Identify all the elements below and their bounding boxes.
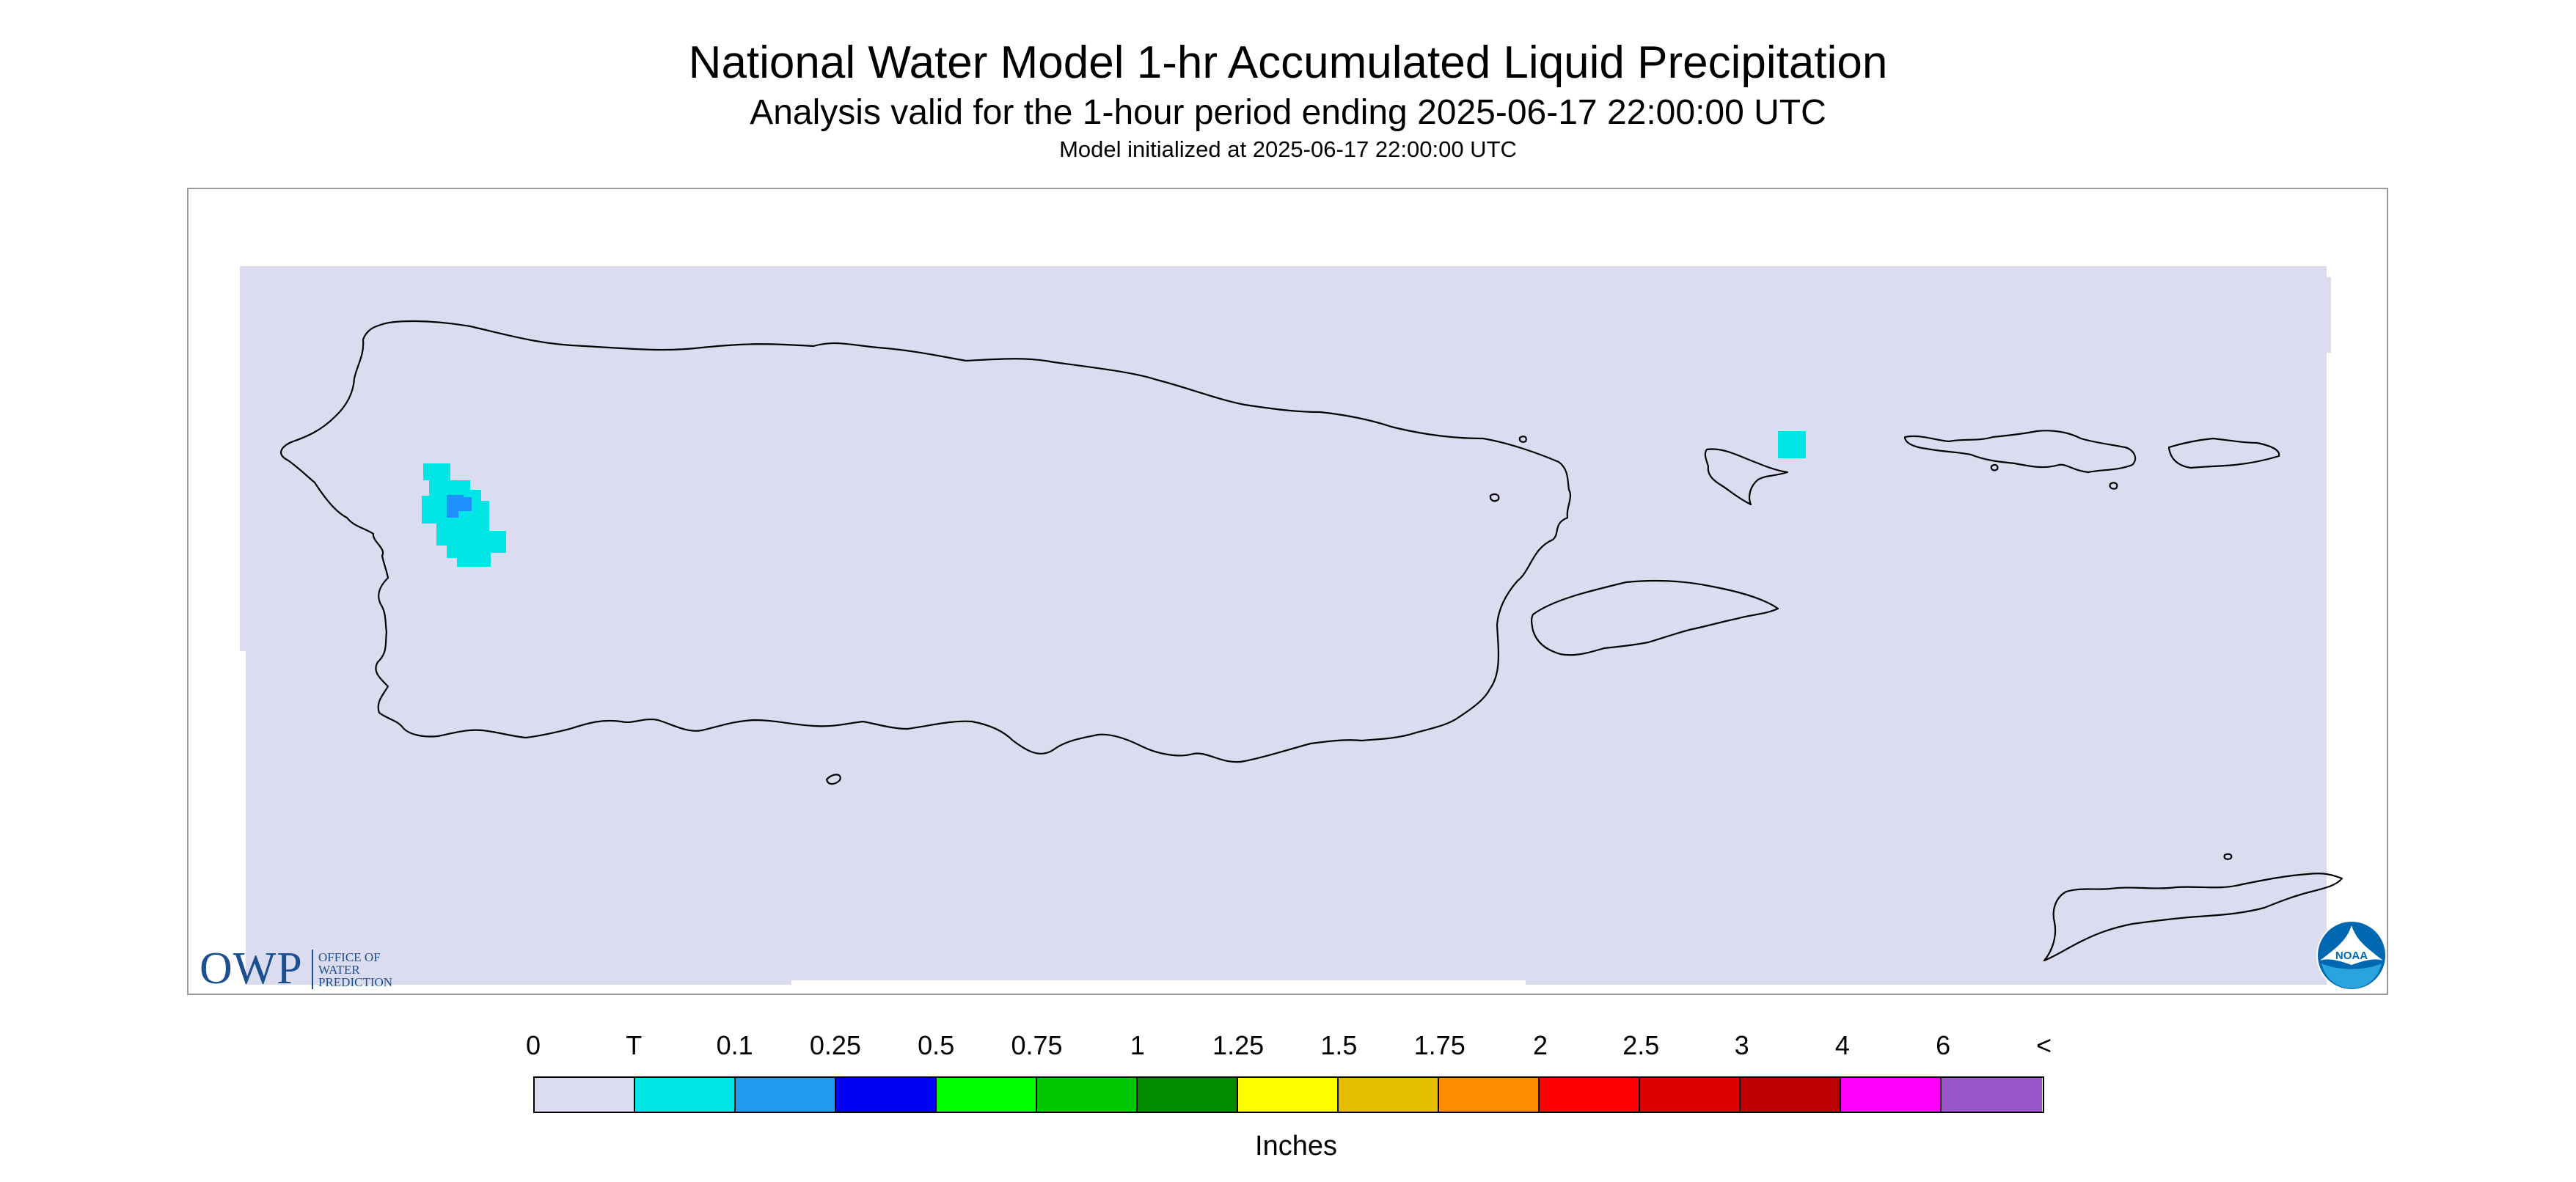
st-thomas-st-john-coastline	[1903, 430, 2137, 474]
legend-color-swatch	[1439, 1078, 1540, 1112]
legend-color-swatch	[1540, 1078, 1641, 1112]
legend-tick-label: 3	[1734, 1030, 1749, 1060]
mona-island-coastline	[825, 774, 841, 785]
legend-color-swatch	[1238, 1078, 1339, 1112]
precipitation-legend: 0 T 0.1 0.25 0.5 0.75 1 1.25 1.5 1.75 2 2.5 3 4 6 < Inc…	[526, 1030, 2059, 1162]
legend-tick-label: 1.5	[1320, 1030, 1358, 1060]
vieques-coastline	[1531, 579, 1779, 656]
puerto-rico-precip-area	[422, 463, 506, 567]
model-init-line: Model initialized at 2025-06-17 22:00:00…	[1059, 136, 1517, 162]
noaa-logo: NOAA	[2316, 920, 2387, 991]
st-thomas-precip-area	[1778, 431, 1806, 458]
legend-tick-label: 0	[525, 1030, 541, 1060]
legend-tick-label: 1.75	[1413, 1030, 1466, 1060]
map-subtitle: Analysis valid for the 1-hour period end…	[750, 93, 1826, 132]
legend-tick-label: 4	[1834, 1030, 1850, 1060]
desecheo-island-coastline	[1518, 436, 1527, 443]
legend-tick-label: 1.25	[1212, 1030, 1265, 1060]
legend-tick-label: 0.25	[809, 1030, 861, 1060]
legend-tick-label: 1	[1130, 1030, 1145, 1060]
owp-logo-line2: WATER	[318, 963, 360, 977]
legend-tick-label: 2.5	[1622, 1030, 1660, 1060]
caja-de-muertos-coastline	[1489, 493, 1500, 502]
owp-logo-words: OFFICE OF WATER PREDICTION	[318, 951, 436, 988]
tortola-coastline	[2167, 437, 2280, 469]
legend-color-swatch	[1640, 1078, 1741, 1112]
precipitation-map	[240, 266, 2343, 985]
st-croix-coastline	[2043, 873, 2343, 962]
legend-units-label: Inches	[1255, 1131, 1337, 1161]
small-cay-coastline-3	[2223, 853, 2233, 860]
legend-tick-label: 0.75	[1011, 1030, 1063, 1060]
legend-tick-label: 6	[1936, 1030, 1951, 1060]
legend-tick-label: 0.1	[716, 1030, 753, 1060]
legend-color-swatch	[535, 1078, 636, 1112]
legend-color-swatch	[1942, 1078, 2043, 1112]
owp-logo-line3: PREDICTION	[318, 975, 393, 989]
legend-color-swatch	[635, 1078, 736, 1112]
puerto-rico-precip-core	[447, 495, 472, 518]
legend-tick-label: <	[2035, 1030, 2052, 1060]
legend-color-swatch	[1841, 1078, 1942, 1112]
legend-tick-label: T	[626, 1030, 643, 1060]
model-domain	[240, 266, 2331, 985]
legend-color-swatch	[937, 1078, 1038, 1112]
legend-color-swatch	[1138, 1078, 1239, 1112]
culebra-coastline	[1704, 448, 1789, 506]
owp-logo-letters: OWP	[200, 944, 303, 994]
puerto-rico-coastline	[280, 320, 1572, 763]
owp-logo-line1: OFFICE OF	[318, 950, 381, 964]
owp-logo: OWP OFFICE OF WATER PREDICTION	[200, 944, 442, 994]
map-frame: OWP OFFICE OF WATER PREDICTION NOAA	[187, 188, 2388, 995]
map-title: National Water Model 1-hr Accumulated Li…	[688, 37, 1888, 88]
legend-tick-label: 2	[1532, 1030, 1548, 1060]
legend-color-swatch	[736, 1078, 837, 1112]
owp-logo-divider	[312, 950, 313, 989]
legend-tick-label: 0.5	[918, 1030, 955, 1060]
legend-colorbar	[533, 1076, 2044, 1113]
legend-color-swatch	[1037, 1078, 1138, 1112]
small-cay-coastline	[1990, 463, 1999, 471]
small-cay-coastline-2	[2109, 482, 2118, 490]
legend-color-swatch	[836, 1078, 937, 1112]
noaa-logo-text: NOAA	[2335, 950, 2368, 962]
legend-color-swatch	[1741, 1078, 1842, 1112]
legend-color-swatch	[1339, 1078, 1440, 1112]
